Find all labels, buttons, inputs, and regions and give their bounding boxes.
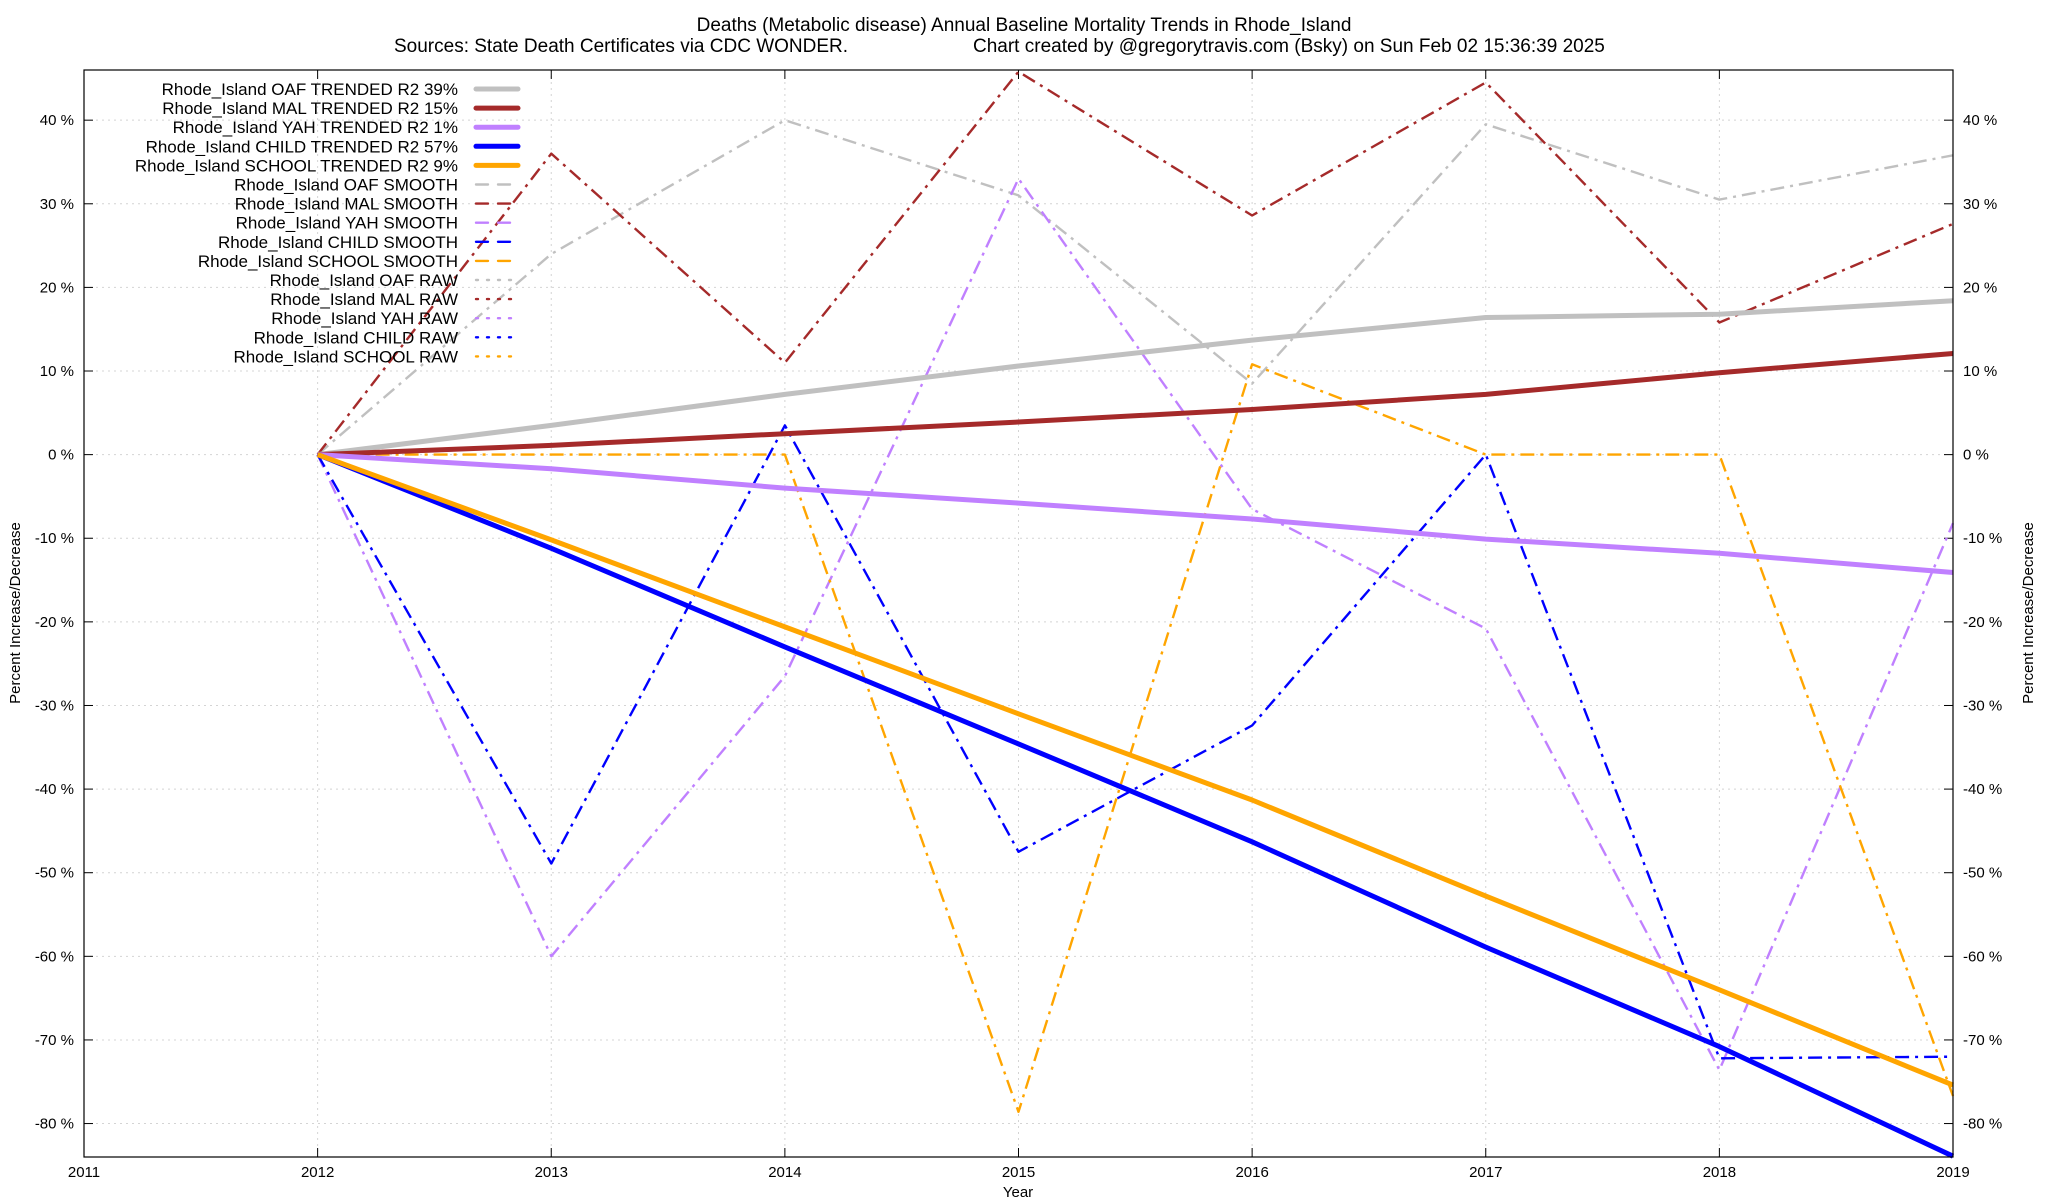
- y2-tick-label: -30 %: [1963, 697, 2002, 714]
- legend-label: Rhode_Island CHILD RAW: [254, 328, 458, 347]
- y-tick-label: 0 %: [48, 447, 74, 464]
- y-tick-label: -70 %: [35, 1032, 74, 1049]
- y2-tick-label: -80 %: [1963, 1116, 2002, 1133]
- y2-tick-label: 40 %: [1963, 112, 1997, 129]
- legend: Rhode_Island OAF TRENDED R2 39%Rhode_Isl…: [135, 80, 521, 366]
- legend-label: Rhode_Island YAH RAW: [271, 309, 458, 328]
- series-line-8: [316, 424, 1954, 1060]
- series-line-6: [316, 70, 1954, 456]
- plot-lines: [316, 70, 1955, 1159]
- y2-tick-label: 0 %: [1963, 447, 1989, 464]
- plot-frame: [83, 69, 1954, 1158]
- x-tick-label: 2014: [768, 1164, 801, 1181]
- series-line-3: [316, 452, 1955, 1159]
- y-tick-label: -60 %: [35, 948, 74, 965]
- legend-label: Rhode_Island SCHOOL SMOOTH: [198, 252, 458, 271]
- x-tick-label: 2017: [1469, 1164, 1502, 1181]
- x-tick-label: 2013: [535, 1164, 568, 1181]
- y-tick-label: 20 %: [40, 279, 74, 296]
- chart-subtitle-credit: Chart created by @gregorytravis.com (Bsk…: [973, 36, 1605, 57]
- y-tick-label: -30 %: [35, 697, 74, 714]
- y-tick-label: -50 %: [35, 865, 74, 882]
- x-ticks: 2011 2012 2013 2014 2015 2016 2017 2018 2019: [68, 70, 1970, 1181]
- legend-label: Rhode_Island OAF TRENDED R2 39%: [162, 80, 458, 99]
- y2-tick-label: -20 %: [1963, 614, 2002, 631]
- x-axis-label: Year: [1003, 1184, 1033, 1200]
- y-axis-label: Percent Increase/Decrease: [7, 522, 24, 704]
- y2-tick-label: 10 %: [1963, 363, 1997, 380]
- series-line-0: [317, 298, 1954, 458]
- y2-tick-label: -10 %: [1963, 530, 2002, 547]
- legend-label: Rhode_Island CHILD SMOOTH: [218, 233, 458, 252]
- y-tick-label: 40 %: [40, 112, 74, 129]
- series-line-4: [316, 452, 1954, 1088]
- x-tick-label: 2016: [1235, 1164, 1268, 1181]
- legend-label: Rhode_Island MAL RAW: [270, 290, 458, 309]
- y2-tick-label: -50 %: [1963, 865, 2002, 882]
- legend-label: Rhode_Island YAH TRENDED R2 1%: [173, 118, 458, 137]
- chart-title: Deaths (Metabolic disease) Annual Baseli…: [697, 15, 1352, 36]
- legend-label: Rhode_Island MAL SMOOTH: [235, 195, 458, 214]
- legend-label: Rhode_Island SCHOOL RAW: [233, 347, 458, 366]
- y-tick-label: -10 %: [35, 530, 74, 547]
- y2-tick-label: -40 %: [1963, 781, 2002, 798]
- y2-tick-label: 30 %: [1963, 196, 1997, 213]
- x-tick-label: 2012: [301, 1164, 334, 1181]
- y-tick-label: 30 %: [40, 196, 74, 213]
- y2-axis-label: Percent Increase/Decrease: [2020, 522, 2037, 704]
- y-tick-label: -20 %: [35, 614, 74, 631]
- series-line-7: [316, 177, 1955, 1072]
- y-tick-label: -40 %: [35, 781, 74, 798]
- series-line-1: [317, 351, 1954, 458]
- series-line-5: [316, 118, 1954, 456]
- legend-label: Rhode_Island SCHOOL TRENDED R2 9%: [135, 156, 458, 175]
- legend-label: Rhode_Island OAF SMOOTH: [234, 176, 458, 195]
- y2-tick-label: -70 %: [1963, 1032, 2002, 1049]
- y2-tick-label: -60 %: [1963, 948, 2002, 965]
- x-tick-label: 2011: [68, 1164, 100, 1181]
- y-tick-label: -80 %: [35, 1116, 74, 1133]
- y-tick-label: 10 %: [40, 363, 74, 380]
- series-line-9: [317, 363, 1955, 1114]
- legend-label: Rhode_Island OAF RAW: [270, 271, 458, 290]
- legend-label: Rhode_Island MAL TRENDED R2 15%: [162, 99, 458, 118]
- x-tick-label: 2018: [1703, 1164, 1736, 1181]
- x-tick-label: 2015: [1002, 1164, 1035, 1181]
- y-ticks: 40 % 40 % 30 % 30 % 20 % 20 % 10 % 10 % 0 % 0 % -1…: [35, 112, 2002, 1132]
- legend-label: Rhode_Island CHILD TRENDED R2 57%: [146, 137, 458, 156]
- legend-label: Rhode_Island YAH SMOOTH: [236, 214, 458, 233]
- chart-subtitle-sources: Sources: State Death Certificates via CD…: [394, 36, 848, 57]
- x-tick-label: 2019: [1936, 1164, 1969, 1181]
- series-line-2: [317, 452, 1954, 575]
- y2-tick-label: 20 %: [1963, 279, 1997, 296]
